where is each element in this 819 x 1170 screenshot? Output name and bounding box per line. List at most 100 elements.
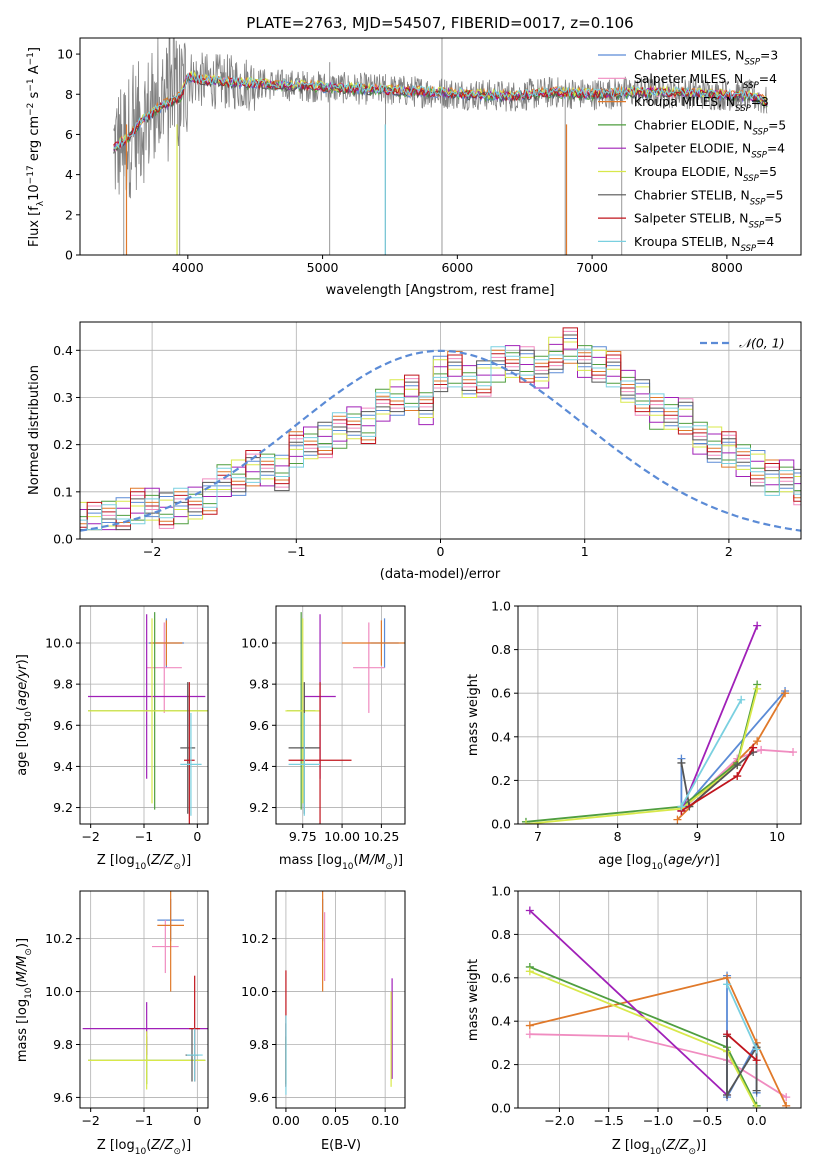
mass_weight_vs_age-xlabel-part: age/yr — [668, 853, 711, 868]
spectrum-ylabel-part: 10 — [27, 184, 42, 201]
age_vs_mass-marks — [285, 612, 405, 824]
spectrum-legend-label: Salpeter STELIB, NSSP=5 — [634, 212, 782, 231]
mass-weight-marker — [737, 695, 746, 704]
mass_weight_vs_age-ytick-label: 0.4 — [491, 729, 511, 744]
spectrum-legend-label: Kroupa MILES, NSSP=3 — [634, 95, 769, 114]
mass_weight_vs_age-xlabel-part: ( — [663, 853, 668, 868]
mass_weight_vs_Z-ylabel: mass weight — [466, 959, 481, 1041]
mass_weight_vs_Z-xtick-label: −1.5 — [594, 1113, 624, 1128]
age_vs_mass-panel: 9.75 10.00 10.25 9.2 9.4 9.6 9.8 10.0 — [241, 605, 406, 844]
mass_weight_vs_age-ytick-label: 0.0 — [491, 817, 511, 832]
spectrum-ytick-label: 6 — [65, 127, 73, 142]
mass-weight-marker — [753, 621, 762, 630]
spectrum-xlabel: wavelength [Angstrom, rest frame] — [326, 283, 555, 298]
mass-weight-marker — [525, 1021, 534, 1030]
mass-weight-marker — [753, 684, 762, 693]
mass_vs_Z-ylabel-part: 10 — [24, 987, 34, 999]
mass-weight-marker — [752, 1086, 761, 1095]
spectrum-ylabel-part: −17 — [26, 165, 36, 184]
mass-weight-line — [680, 625, 759, 812]
age_vs_mass-frame — [275, 605, 406, 825]
mass-weight-marker — [525, 906, 534, 915]
mass_weight_vs_Z-xtick-label: −0.5 — [692, 1113, 722, 1128]
age_vs_mass-xlabel-part: )] — [393, 853, 403, 868]
mass-weight-line — [525, 684, 759, 823]
mass_vs_ebv-ytick-label: 9.8 — [249, 1037, 269, 1052]
residuals-xtick-label: 1 — [581, 544, 589, 559]
mass_weight_vs_age-xlabel-part: 10 — [651, 862, 663, 872]
mass-weight-marker — [781, 689, 790, 698]
mass_weight_vs_age-frame — [517, 605, 802, 825]
spectrum-xlabel-part: wavelength [Angstrom, rest frame] — [326, 283, 555, 298]
spectrum-ylabel-part: A — [27, 65, 42, 78]
mass_vs_Z-ytick-label: 10.0 — [45, 984, 73, 999]
legend-eq: =5 — [768, 118, 786, 132]
age_vs_mass-ytick-label: 9.4 — [249, 759, 269, 774]
age_vs_Z-ytick-label: 9.4 — [53, 759, 73, 774]
mass_weight_vs_Z-ytick-label: 0.6 — [491, 970, 511, 985]
legend-text: Kroupa ELODIE, N — [634, 165, 743, 179]
legend-text: Kroupa STELIB, N — [634, 235, 740, 249]
spectrum-ytick-label: 4 — [65, 167, 73, 182]
legend-sub: SSP — [751, 151, 767, 161]
mass-weight-marker — [752, 1045, 761, 1054]
mass-weight-line — [680, 751, 754, 809]
age_vs_Z-ytick-label: 10.0 — [45, 636, 73, 651]
mass_weight_vs_Z-xtick-label: −1.0 — [643, 1113, 673, 1128]
mass_weight_vs_Z-xlabel-part: )] — [696, 1138, 706, 1153]
spectrum-legend-label: Salpeter MILES, NSSP=4 — [634, 72, 777, 91]
mass-weight-line — [680, 699, 742, 808]
spectrum-xtick-label: 5000 — [307, 260, 339, 275]
mass_vs_ebv-panel: 0.00 0.05 0.10 9.6 9.8 10.0 10.2 — [241, 890, 406, 1128]
mass_vs_ebv-xtick-label: 0.05 — [322, 1113, 350, 1128]
spectrum-ytick-label: 10 — [57, 47, 73, 62]
spectrum-ytick-label: 2 — [65, 207, 73, 222]
age_vs_Z-ylabel-part: age/yr — [15, 663, 30, 706]
mass_weight_vs_Z-xlabel-part: ( — [661, 1138, 666, 1153]
mass_weight_vs_age-xlabel: age [log10(age/yr)] — [598, 853, 720, 872]
age_vs_mass-xlabel-part: ⊙ — [385, 862, 393, 872]
legend-eq: =5 — [764, 212, 782, 226]
legend-eq: =3 — [751, 95, 769, 109]
spectrum-data-line — [113, 38, 768, 199]
mass_vs_ebv-xtick-label: 0.10 — [371, 1113, 399, 1128]
residuals-ytick-label: 0.2 — [53, 437, 73, 452]
age_vs_mass-xlabel-part: 10 — [342, 862, 354, 872]
mass-weight-marker — [624, 1032, 633, 1041]
age_vs_Z-xlabel-part: Z [log — [97, 853, 135, 868]
age_vs_mass-ytick-label: 10.0 — [241, 636, 269, 651]
mass_weight_vs_Z-xlabel: Z [log10(Z/Z⊙)] — [612, 1138, 706, 1157]
spectrum-xtick-label: 8000 — [711, 260, 743, 275]
spectrum-legend-label: Kroupa ELODIE, NSSP=5 — [634, 165, 777, 184]
age_vs_Z-xlabel-part: ( — [146, 853, 151, 868]
legend-eq: =3 — [760, 49, 778, 63]
residual-histogram-step — [80, 346, 801, 531]
age_vs_Z-xlabel-part: )] — [181, 853, 191, 868]
spectrum-ylabel-part: s — [27, 91, 42, 102]
mass-weight-line — [529, 909, 728, 1096]
legend-sub: SSP — [743, 81, 759, 91]
residuals-xlabel: (data-model)/error — [380, 567, 501, 582]
age_vs_mass-xlabel-part: ( — [354, 853, 359, 868]
mass_weight_vs_Z-panel: −2.0 −1.5 −1.0 −0.5 0.0 0.0 0.2 0.4 0.6 0.8 1.0 — [491, 884, 802, 1128]
mass_vs_Z-ylabel: mass [log10(M/M⊙)] — [15, 938, 34, 1062]
residual-histogram-step — [80, 327, 801, 528]
spectrum-frame — [79, 37, 802, 256]
mass_weight_vs_age-marks — [521, 621, 798, 824]
age_vs_mass-xtick-label: 9.75 — [289, 829, 317, 844]
mass_vs_Z-xlabel-part: )] — [181, 1138, 191, 1153]
residuals-ytick-label: 0.0 — [53, 532, 73, 547]
figure-title: PLATE=2763, MJD=54507, FIBERID=0017, z=0… — [246, 14, 633, 32]
age_vs_Z-marks — [88, 612, 208, 824]
mass_weight_vs_age-xlabel-part: )] — [710, 853, 720, 868]
legend-text: Chabrier STELIB, N — [634, 188, 750, 202]
spectrum-ytick-label: 8 — [65, 87, 73, 102]
mass_vs_ebv-xlabel-part: E(B-V) — [321, 1138, 361, 1153]
mass_weight_vs_age-xtick-label: 7 — [534, 829, 542, 844]
mass_weight_vs_Z-ytick-label: 1.0 — [491, 884, 511, 899]
legend-text: Chabrier MILES, N — [634, 49, 744, 63]
residuals-ytick-label: 0.4 — [53, 343, 73, 358]
legend-sub: SSP — [735, 104, 751, 114]
mass_weight_vs_age-xtick-label: 8 — [614, 829, 622, 844]
